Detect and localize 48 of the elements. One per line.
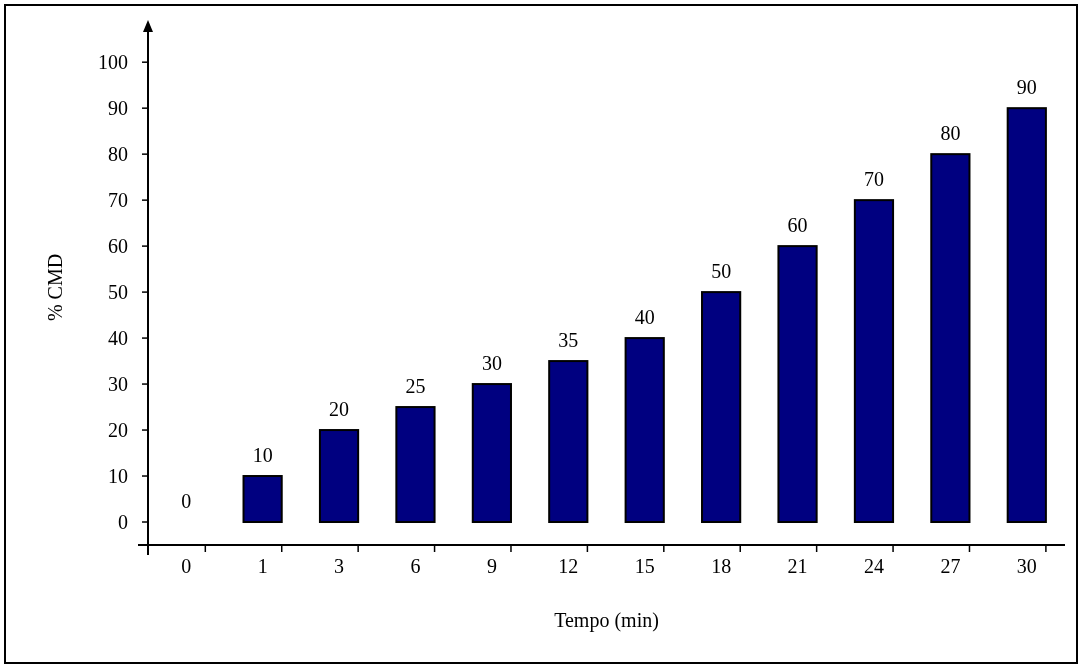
bar [1006,107,1047,524]
bar [930,153,971,524]
y-tick-label: 30 [108,373,128,396]
y-tick-label: 10 [108,465,128,488]
x-tick-label: 27 [940,555,961,577]
bar [395,406,436,524]
x-tick-label: 21 [787,555,808,577]
x-tick-label: 15 [634,555,655,577]
y-tick-label: 20 [108,419,128,442]
bar [701,291,742,524]
x-tick-label: 24 [863,555,884,577]
x-tick-label: 9 [486,555,497,577]
y-tick-label: 60 [108,235,128,258]
y-tick-label: 40 [108,327,128,350]
data-label: 0 [181,490,192,513]
data-label: 50 [711,260,732,283]
bar [548,360,589,524]
y-axis-title: % CMD [44,253,66,322]
y-tick-label: 70 [108,189,128,212]
x-tick-label: 0 [181,555,192,577]
data-label: 10 [252,444,273,467]
y-tick-label: 80 [108,143,128,166]
bar [777,245,818,524]
x-axis-title: Tempo (min) [554,609,659,632]
x-tick-label: 3 [334,555,345,577]
data-label: 25 [405,375,426,398]
data-label: 90 [1016,76,1037,99]
y-tick-label: 50 [108,281,128,304]
data-label: 30 [481,352,502,375]
data-label: 80 [940,122,961,145]
x-tick-label: 6 [410,555,421,577]
y-tick-label: 100 [98,51,128,74]
y-tick-label: 0 [118,511,128,534]
bar [853,199,895,524]
x-tick-label: 18 [711,555,732,577]
y-tick-label: 90 [108,97,128,120]
data-label: 60 [787,214,808,237]
data-label: 40 [634,306,655,329]
bar [471,383,512,524]
x-tick-label: 1 [257,555,268,577]
bar [318,429,360,524]
bar [624,337,665,524]
data-label: 35 [558,329,579,352]
bar [242,475,283,524]
x-tick-label: 12 [558,555,579,577]
data-label: 70 [863,168,884,191]
data-label: 20 [329,398,350,421]
x-tick-label: 30 [1016,555,1037,577]
